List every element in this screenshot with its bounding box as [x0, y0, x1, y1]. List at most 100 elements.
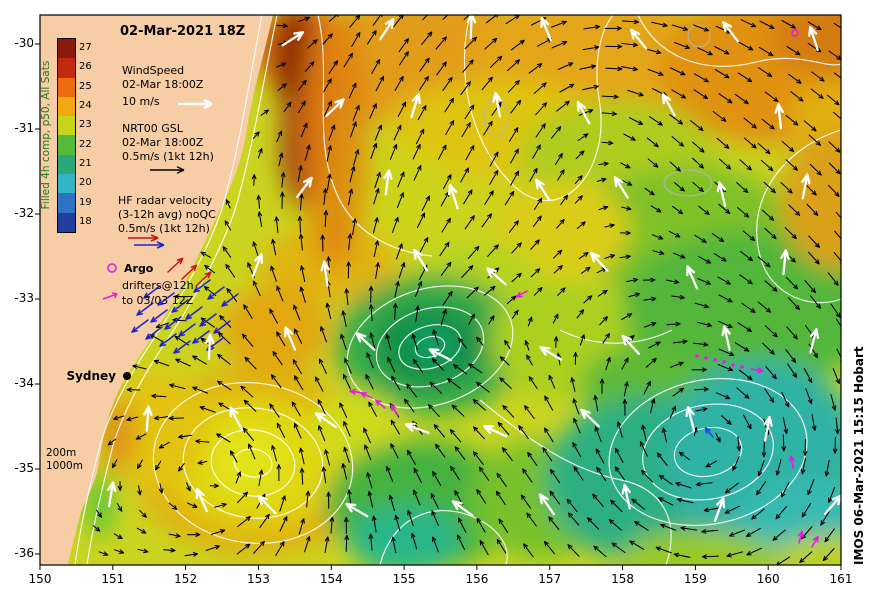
- current-vector-arrow: [530, 239, 540, 250]
- current-vector-arrow: [557, 62, 574, 71]
- current-vector-arrow: [462, 59, 474, 73]
- current-vector-arrow: [573, 352, 578, 366]
- current-vector-arrow: [671, 24, 689, 31]
- current-vector-arrow: [673, 252, 686, 259]
- current-vector-arrow: [549, 490, 561, 505]
- current-vector-arrow: [574, 195, 583, 204]
- current-vector-arrow: [304, 144, 311, 161]
- current-vector-arrow: [623, 381, 629, 397]
- current-vector-arrow: [623, 133, 636, 141]
- current-vector-arrow: [404, 398, 415, 413]
- current-vector-arrow: [788, 73, 802, 84]
- current-vector-arrow: [533, 287, 543, 296]
- current-vector-arrow: [236, 543, 251, 555]
- current-vector-arrow: [435, 36, 447, 50]
- current-vector-arrow: [222, 246, 232, 258]
- current-vector-arrow: [648, 116, 663, 126]
- current-vector-arrow: [276, 23, 288, 29]
- current-vector-arrow: [317, 399, 326, 415]
- current-vector-arrow: [673, 552, 691, 558]
- hf-radar-vector: [150, 309, 168, 323]
- current-vector-arrow: [511, 309, 519, 319]
- current-vector-arrow: [551, 41, 568, 49]
- current-vector-arrow: [510, 39, 525, 51]
- current-vector-arrow: [483, 285, 496, 296]
- current-vector-arrow: [739, 274, 753, 285]
- current-vector-arrow: [419, 57, 430, 72]
- current-vector-arrow: [552, 249, 563, 259]
- wind-vector-arrow: [447, 184, 459, 210]
- current-vector-arrow: [365, 374, 374, 390]
- current-vector-arrow: [346, 261, 351, 279]
- current-vector-arrow: [716, 137, 730, 149]
- current-vector-arrow: [620, 162, 631, 169]
- current-vector-arrow: [463, 189, 473, 205]
- current-vector-arrow: [643, 296, 657, 302]
- current-vector-arrow: [271, 238, 277, 256]
- wind-vector-arrow: [774, 103, 784, 130]
- current-vector-arrow: [393, 124, 402, 141]
- current-vector-arrow: [114, 549, 125, 554]
- current-vector-arrow: [283, 101, 292, 113]
- current-vector-arrow: [280, 171, 286, 188]
- current-vector-arrow: [694, 386, 709, 392]
- current-vector-arrow: [532, 144, 541, 159]
- current-vector-arrow: [820, 510, 830, 526]
- current-vector-arrow: [158, 483, 164, 494]
- current-vector-arrow: [436, 61, 447, 76]
- current-vector-arrow: [366, 472, 373, 489]
- current-vector-arrow: [294, 328, 303, 344]
- hf-blue-scale-arrow: [134, 241, 165, 249]
- current-vector-arrow: [163, 547, 176, 553]
- hf-radar-vector: [207, 286, 225, 300]
- current-vector-arrow: [496, 472, 507, 487]
- wind-vector-arrow: [780, 249, 790, 276]
- drifter-dot: [713, 358, 717, 362]
- current-vector-arrow: [619, 230, 631, 236]
- current-vector-arrow: [669, 67, 686, 76]
- current-vector-arrow: [385, 333, 392, 351]
- current-vector-arrow: [658, 474, 673, 486]
- wind-vector-arrow: [713, 497, 726, 522]
- current-vector-arrow: [304, 536, 311, 553]
- current-vector-arrow: [790, 91, 804, 102]
- current-vector-arrow: [199, 405, 216, 413]
- current-vector-arrow: [690, 120, 704, 132]
- current-vector-arrow: [736, 206, 750, 218]
- wind-vector-arrow: [721, 325, 731, 352]
- wind-vector-arrow: [613, 176, 629, 199]
- current-vector-arrow: [671, 89, 687, 99]
- current-vector-arrow: [576, 309, 585, 319]
- current-vector-arrow: [518, 425, 529, 440]
- current-vector-arrow: [800, 457, 807, 475]
- current-vector-arrow: [787, 363, 798, 378]
- current-vector-arrow: [419, 75, 429, 91]
- current-vector-arrow: [137, 485, 142, 496]
- current-vector-arrow: [340, 333, 347, 350]
- hf-radar-vector: [185, 306, 203, 320]
- current-vector-arrow: [573, 466, 584, 481]
- hf-radar-vector: [173, 340, 191, 354]
- current-vector-arrow: [186, 482, 191, 492]
- current-vector-arrow: [279, 191, 285, 209]
- current-vector-arrow: [649, 398, 656, 414]
- current-vector-arrow: [717, 276, 731, 285]
- current-vector-arrow: [833, 111, 841, 123]
- current-vector-arrow: [602, 333, 610, 344]
- current-vector-arrow: [217, 332, 231, 345]
- current-vector-arrow: [367, 490, 374, 508]
- current-vector-arrow: [481, 76, 493, 91]
- hf-radar-vector: [157, 292, 175, 306]
- current-vector-arrow: [135, 433, 147, 440]
- current-vector-arrow: [175, 358, 191, 367]
- current-vector-arrow: [715, 432, 721, 443]
- current-vector-arrow: [178, 462, 185, 472]
- current-vector-arrow: [439, 241, 450, 257]
- current-vector-arrow: [644, 48, 662, 55]
- current-vector-arrow: [582, 45, 600, 51]
- wind-vector-arrow: [404, 422, 430, 434]
- current-vector-arrow: [605, 66, 623, 72]
- wind-vector-arrow: [428, 348, 453, 362]
- current-vector-arrow: [461, 122, 471, 138]
- current-vector-arrow: [764, 227, 777, 240]
